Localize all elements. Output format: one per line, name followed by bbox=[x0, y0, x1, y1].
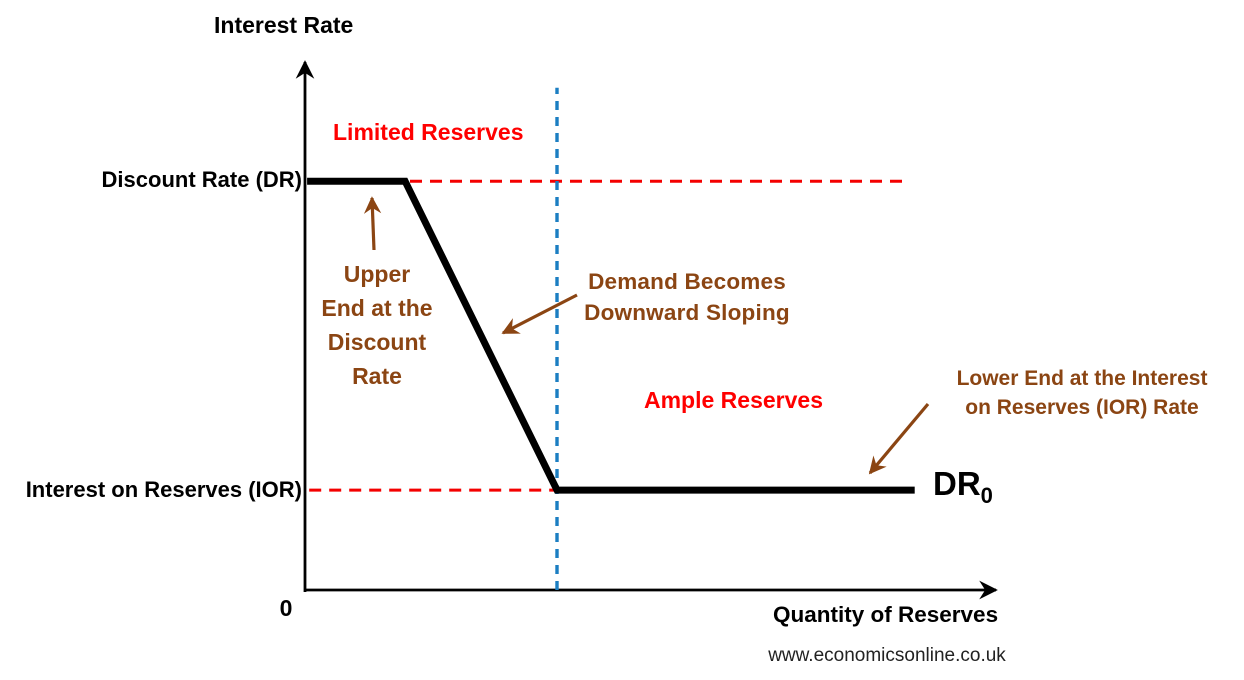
curve-label-main: DR bbox=[933, 465, 981, 502]
ample-reserves-region-label: Ample Reserves bbox=[644, 387, 823, 413]
discount-rate-level-label: Discount Rate (DR) bbox=[101, 167, 302, 192]
demand-sloping-annotation: Demand Becomes Downward Sloping bbox=[584, 269, 790, 325]
x-axis-title: Quantity of Reserves bbox=[773, 602, 999, 627]
upper-end-annotation: Upper End at the Discount Rate bbox=[321, 261, 433, 389]
website-url: www.economicsonline.co.uk bbox=[768, 645, 1006, 666]
lower-end-annotation: Lower End at the Interest on Reserves (I… bbox=[956, 367, 1208, 419]
demand-sloping-arrow bbox=[501, 293, 578, 335]
curve-label-dr0: DR0 bbox=[933, 465, 993, 508]
demand-curve bbox=[307, 177, 915, 494]
ior-level-label: Interest on Reserves (IOR) bbox=[25, 477, 302, 502]
upper-end-arrow bbox=[363, 196, 382, 251]
curve-label-subscript: 0 bbox=[980, 483, 993, 508]
limited-reserves-region-label: Limited Reserves bbox=[333, 119, 524, 145]
lower-end-arrow bbox=[868, 402, 930, 475]
origin-label: 0 bbox=[279, 595, 293, 621]
y-axis-title: Interest Rate bbox=[214, 12, 354, 38]
